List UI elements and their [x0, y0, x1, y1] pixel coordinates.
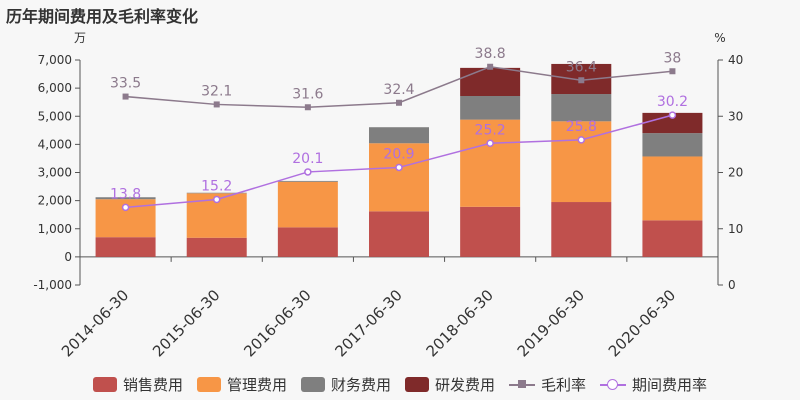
y-tick-label-left: 1,000 — [38, 222, 72, 236]
point-毛利率 — [396, 99, 402, 106]
legend-marker-expense-ratio — [600, 377, 627, 392]
legend-label-finance: 财务费用 — [330, 376, 391, 394]
data-label-期间费用率: 20.9 — [383, 146, 414, 162]
y-tick-label-right: 20 — [728, 166, 743, 180]
bar-销售费用-2014-06-30 — [95, 237, 156, 257]
data-label-毛利率: 38.8 — [475, 46, 506, 62]
data-label-毛利率: 32.1 — [201, 83, 232, 99]
data-label-期间费用率: 25.8 — [566, 119, 597, 135]
y-tick-label-left: 6,000 — [38, 81, 72, 95]
y-tick-label-left: -1,000 — [33, 278, 72, 292]
y-tick-label-right: 40 — [728, 53, 743, 67]
legend: 销售费用 管理费用 财务费用 研发费用 毛利率 期间费用率 — [0, 374, 800, 395]
data-label-期间费用率: 20.1 — [292, 151, 323, 167]
x-tick-label: 2020-06-30 — [605, 286, 679, 360]
bar-管理费用-2017-06-30 — [369, 143, 429, 212]
x-tick-label: 2017-06-30 — [331, 286, 405, 360]
y-tick-label-left: 2,000 — [38, 194, 72, 208]
point-毛利率 — [669, 68, 676, 75]
y-tick-label-right: 0 — [728, 278, 736, 292]
legend-marker-gross-margin — [509, 377, 536, 392]
point-期间费用率 — [486, 139, 494, 147]
bar-销售费用-2018-06-30 — [460, 206, 521, 257]
legend-swatch-rnd — [405, 377, 429, 392]
legend-item-rnd[interactable]: 研发费用 — [405, 374, 495, 395]
point-期间费用率 — [668, 111, 677, 119]
y-tick-label-left: 3,000 — [38, 166, 72, 180]
point-期间费用率 — [304, 168, 312, 176]
legend-item-finance[interactable]: 财务费用 — [300, 374, 391, 395]
legend-label-rnd: 研发费用 — [435, 376, 496, 394]
bar-管理费用-2016-06-30 — [277, 181, 338, 228]
y-axis-right-unit: % — [714, 31, 725, 45]
legend-label-admin: 管理费用 — [226, 376, 287, 394]
bar-财务费用-2015-06-30 — [186, 192, 247, 194]
data-label-期间费用率: 15.2 — [201, 179, 232, 195]
bar-管理费用-2020-06-30 — [642, 156, 703, 221]
y-axis-left-unit: 万 — [74, 31, 86, 45]
point-毛利率 — [487, 63, 494, 70]
data-label-期间费用率: 30.2 — [657, 94, 688, 110]
legend-swatch-finance — [300, 377, 325, 392]
data-label-毛利率: 33.5 — [110, 76, 141, 92]
x-tick-label: 2015-06-30 — [149, 286, 223, 360]
bar-财务费用-2019-06-30 — [551, 94, 612, 122]
point-期间费用率 — [121, 203, 130, 212]
x-tick-label: 2016-06-30 — [240, 286, 314, 360]
y-tick-label-left: 7,000 — [38, 53, 72, 67]
bar-财务费用-2020-06-30 — [642, 133, 703, 157]
x-tick-label: 2019-06-30 — [514, 286, 588, 360]
legend-item-gross-margin[interactable]: 毛利率 — [509, 374, 586, 395]
y-tick-label-right: 10 — [728, 222, 743, 236]
data-label-毛利率: 32.4 — [383, 82, 414, 98]
data-label-毛利率: 31.6 — [292, 86, 323, 102]
legend-label-sales: 销售费用 — [122, 376, 183, 394]
bar-销售费用-2016-06-30 — [277, 227, 338, 257]
y-tick-label-left: 5,000 — [38, 109, 72, 123]
point-期间费用率 — [395, 163, 403, 172]
data-label-期间费用率: 13.8 — [110, 186, 141, 202]
bar-销售费用-2020-06-30 — [642, 220, 703, 257]
bar-财务费用-2017-06-30 — [369, 127, 429, 144]
bar-销售费用-2019-06-30 — [551, 202, 612, 257]
chart-title: 历年期间费用及毛利率变化 — [6, 7, 199, 26]
bar-财务费用-2014-06-30 — [95, 197, 156, 200]
bar-财务费用-2018-06-30 — [460, 96, 521, 120]
bar-研发费用-2018-06-30 — [460, 67, 521, 96]
bar-销售费用-2015-06-30 — [186, 237, 247, 257]
point-毛利率 — [213, 101, 220, 108]
x-tick-label: 2018-06-30 — [423, 286, 497, 360]
data-label-毛利率: 38 — [664, 50, 682, 66]
legend-swatch-admin — [196, 377, 221, 392]
x-tick-label: 2014-06-30 — [58, 286, 132, 360]
point-毛利率 — [304, 104, 311, 111]
y-tick-label-right: 30 — [728, 109, 743, 123]
point-毛利率 — [122, 93, 129, 100]
bar-管理费用-2018-06-30 — [460, 119, 521, 207]
legend-label-expense-ratio: 期间费用率 — [632, 376, 708, 394]
bar-研发费用-2020-06-30 — [642, 112, 703, 134]
y-tick-label-left: 0 — [64, 250, 72, 264]
y-tick-label-left: 4,000 — [38, 137, 72, 151]
point-期间费用率 — [577, 136, 586, 144]
legend-item-expense-ratio[interactable]: 期间费用率 — [600, 374, 707, 395]
data-label-期间费用率: 25.2 — [475, 122, 506, 138]
legend-item-sales[interactable]: 销售费用 — [92, 374, 183, 395]
point-期间费用率 — [212, 195, 221, 204]
legend-label-gross-margin: 毛利率 — [541, 376, 587, 394]
data-label-毛利率: 36.4 — [566, 59, 597, 75]
bar-财务费用-2016-06-30 — [277, 180, 338, 182]
legend-item-admin[interactable]: 管理费用 — [196, 374, 287, 395]
point-毛利率 — [578, 77, 585, 84]
bar-销售费用-2017-06-30 — [369, 211, 429, 257]
legend-swatch-sales — [92, 377, 117, 392]
